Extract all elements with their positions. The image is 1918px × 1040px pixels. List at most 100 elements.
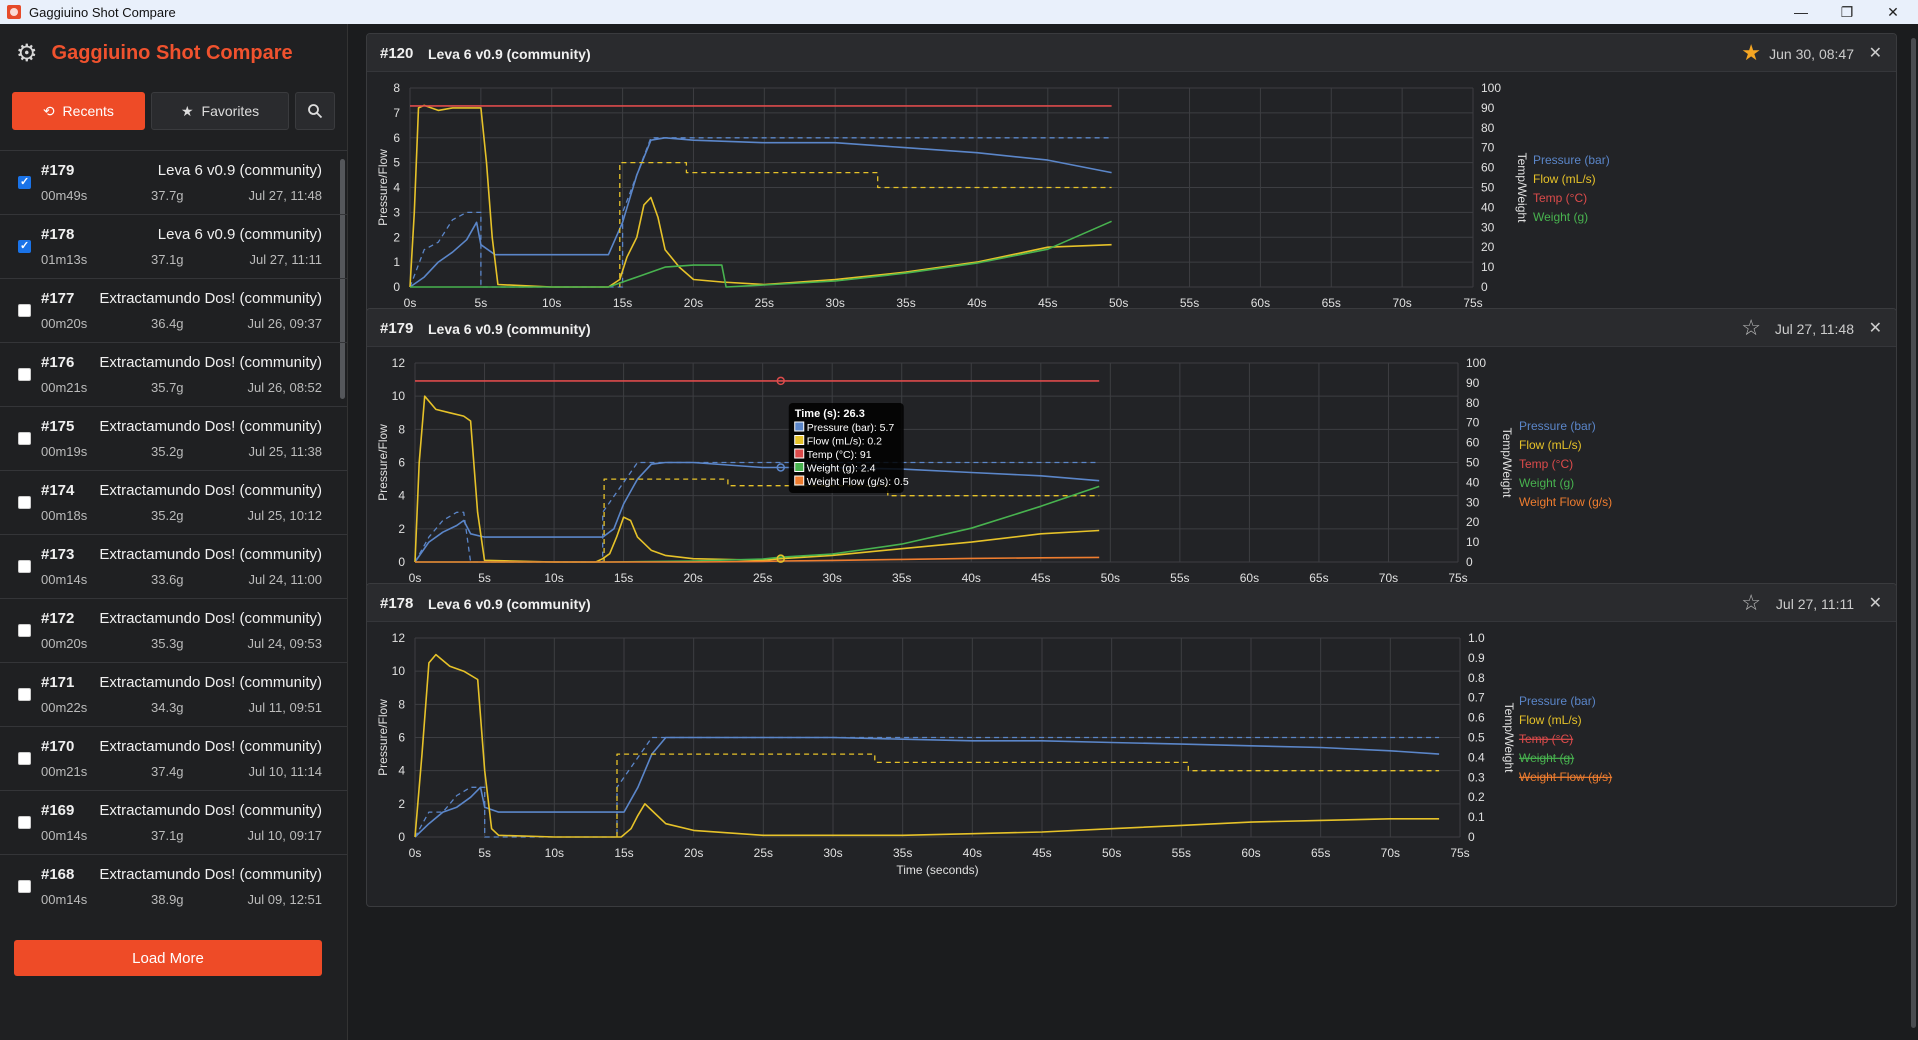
legend-item[interactable]: Weight Flow (g/s) (1519, 495, 1612, 509)
x-tick-label: 50s (1109, 296, 1128, 310)
panel-header: #179 Leva 6 v0.9 (community) ☆ Jul 27, 1… (367, 309, 1896, 347)
y2-tick-label: 0.1 (1468, 810, 1485, 824)
chart-tooltip (788, 403, 904, 493)
shot-select-checkbox[interactable] (18, 560, 31, 573)
legend-item[interactable]: Temp (°C) (1533, 191, 1587, 205)
x-tick-label: 65s (1322, 296, 1341, 310)
close-panel-icon[interactable]: ✕ (1868, 320, 1882, 337)
shot-select-checkbox[interactable] (18, 304, 31, 317)
legend-item[interactable]: Weight Flow (g/s) (1519, 770, 1612, 784)
legend-item[interactable]: Weight (g) (1519, 476, 1574, 490)
shot-list-item[interactable]: #168 Extractamundo Dos! (community) 00m14s… (0, 855, 347, 911)
close-panel-icon[interactable]: ✕ (1868, 595, 1882, 612)
shot-list-item[interactable]: #171 Extractamundo Dos! (community) 00m22s… (0, 663, 347, 727)
shot-date: Jul 09, 12:51 (247, 892, 322, 907)
shot-list-item[interactable]: #172 Extractamundo Dos! (community) 00m20s… (0, 599, 347, 663)
shot-select-checkbox[interactable] (18, 816, 31, 829)
legend-item[interactable]: Pressure (bar) (1519, 419, 1596, 433)
y-tick-label: 0 (393, 280, 400, 294)
shot-list-item[interactable]: #178 Leva 6 v0.9 (community) 01m13s 37.1g Ju… (0, 215, 347, 279)
restore-icon[interactable]: ❐ (1840, 3, 1854, 20)
tab-recents[interactable]: ⟲ Recents (12, 92, 145, 130)
shot-profile: Extractamundo Dos! (community) (99, 802, 322, 819)
y2-tick-label: 60 (1481, 161, 1495, 175)
compare-area-scrollbar[interactable] (1911, 38, 1916, 1028)
shot-list-item[interactable]: #177 Extractamundo Dos! (community) 00m20s… (0, 279, 347, 343)
x-tick-label: 0s (409, 846, 422, 860)
legend-item[interactable]: Weight (g) (1519, 751, 1574, 765)
shot-list-item[interactable]: #175 Extractamundo Dos! (community) 00m19s… (0, 407, 347, 471)
shot-number: #176 (41, 354, 75, 371)
y-axis-label: Pressure/Flow (376, 424, 390, 501)
shot-list-item[interactable]: #173 Extractamundo Dos! (community) 00m14s… (0, 535, 347, 599)
shot-list-item[interactable]: #176 Extractamundo Dos! (community) 00m21s… (0, 343, 347, 407)
x-tick-label: 70s (1381, 846, 1400, 860)
shot-chart-panel: #178 Leva 6 v0.9 (community) ☆ Jul 27, 1… (366, 583, 1897, 907)
shot-weight: 35.3g (151, 636, 184, 651)
legend-item[interactable]: Pressure (bar) (1533, 153, 1610, 167)
shot-list[interactable]: #179 Leva 6 v0.9 (community) 00m49s 37.7g Ju… (0, 151, 347, 911)
search-button[interactable] (295, 92, 335, 130)
settings-gear-icon[interactable]: ⚙ (16, 39, 38, 67)
shot-list-item[interactable]: #170 Extractamundo Dos! (community) 00m21s… (0, 727, 347, 791)
shot-select-checkbox[interactable] (18, 624, 31, 637)
shot-number: #172 (41, 610, 75, 627)
series-line (409, 137, 1112, 288)
tab-favorites[interactable]: ★ Favorites (150, 92, 290, 130)
legend-item[interactable]: Temp (°C) (1519, 732, 1573, 746)
legend-item[interactable]: Temp (°C) (1519, 457, 1573, 471)
y2-axis-label: Temp/Weight (1500, 428, 1514, 498)
shot-select-checkbox[interactable] (18, 175, 31, 189)
y2-tick-label: 40 (1466, 475, 1480, 489)
shot-number: #169 (41, 802, 75, 819)
y-tick-label: 12 (392, 631, 406, 645)
shot-chart[interactable]: 0 2 4 6 8 10 12 0 0.1 0.2 0.3 0.4 0.5 0.6 0.7 0.8 0.9 1.0… (367, 622, 1896, 902)
x-tick-label: 75s (1463, 296, 1482, 310)
x-tick-label: 5s (475, 296, 488, 310)
shot-select-checkbox[interactable] (18, 368, 31, 381)
favorite-star-icon[interactable]: ☆ (1741, 590, 1761, 615)
shot-list-item[interactable]: #179 Leva 6 v0.9 (community) 00m49s 37.7g Ju… (0, 151, 347, 215)
shot-list-item[interactable]: #174 Extractamundo Dos! (community) 00m18s… (0, 471, 347, 535)
series-line (603, 478, 1100, 562)
tooltip-swatch (794, 462, 805, 472)
favorite-star-icon[interactable]: ★ (1741, 40, 1761, 65)
shot-select-checkbox[interactable] (18, 496, 31, 509)
y2-tick-label: 50 (1466, 456, 1480, 470)
x-tick-label: 0s (409, 571, 422, 585)
shot-profile: Extractamundo Dos! (community) (99, 738, 322, 755)
x-tick-label: 45s (1038, 296, 1057, 310)
x-tick-label: 45s (1031, 571, 1050, 585)
shot-chart[interactable]: 0 2 4 6 8 10 12 0 10 20 30 40 50 60 70 80 90 100 0s 5s 10s 15… (367, 347, 1896, 627)
legend-item[interactable]: Flow (mL/s) (1533, 172, 1596, 186)
favorite-star-icon[interactable]: ☆ (1741, 315, 1761, 340)
minimize-icon[interactable]: — (1794, 4, 1808, 20)
x-tick-label: 30s (823, 846, 842, 860)
shot-weight: 36.4g (151, 316, 184, 331)
shot-select-checkbox[interactable] (18, 688, 31, 701)
close-window-icon[interactable]: ✕ (1887, 3, 1899, 20)
series-line (415, 556, 1100, 563)
close-panel-icon[interactable]: ✕ (1868, 45, 1882, 62)
x-tick-label: 10s (542, 296, 561, 310)
legend-item[interactable]: Weight (g) (1533, 210, 1588, 224)
panel-shot-number: #120 (380, 45, 414, 62)
y-tick-label: 10 (392, 389, 406, 403)
x-tick-label: 0s (404, 296, 417, 310)
shot-select-checkbox[interactable] (18, 752, 31, 765)
legend-item[interactable]: Pressure (bar) (1519, 694, 1596, 708)
shot-date: Jul 25, 11:38 (248, 444, 322, 459)
legend-item[interactable]: Flow (mL/s) (1519, 713, 1582, 727)
x-tick-label: 45s (1032, 846, 1051, 860)
x-tick-label: 15s (614, 571, 633, 585)
shot-date: Jul 11, 09:51 (248, 700, 322, 715)
load-more-button[interactable]: Load More (14, 940, 322, 976)
shot-select-checkbox[interactable] (18, 239, 31, 253)
legend-item[interactable]: Flow (mL/s) (1519, 438, 1582, 452)
shot-select-checkbox[interactable] (18, 432, 31, 445)
shot-list-item[interactable]: #169 Extractamundo Dos! (community) 00m14s… (0, 791, 347, 855)
shot-select-checkbox[interactable] (18, 880, 31, 893)
shot-list-scrollbar[interactable] (340, 159, 345, 399)
y2-tick-label: 0 (1468, 830, 1475, 844)
